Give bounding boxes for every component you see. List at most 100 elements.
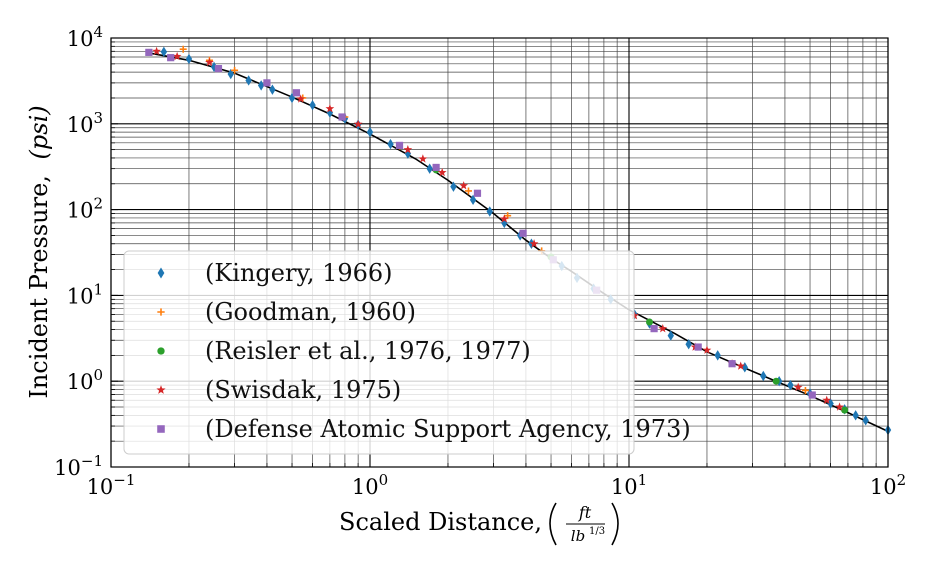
data-point-diamond: [714, 350, 721, 361]
data-point-plus: [801, 386, 809, 394]
data-point-star: [835, 402, 844, 411]
data-point-diamond: [309, 99, 316, 111]
data-point-diamond: [486, 206, 493, 217]
data-point-star: [152, 46, 161, 56]
legend-label: (Goodman, 1960): [205, 298, 416, 326]
x-tick-labels: 10−1 100 101 102: [87, 471, 907, 499]
data-point-plus: [179, 45, 187, 53]
data-point-square: [214, 64, 223, 73]
legend-box: [123, 250, 635, 455]
data-point-square: [395, 141, 404, 150]
data-point-square: [263, 79, 271, 87]
data-point-star: [658, 324, 668, 333]
data-point-star: [205, 57, 214, 67]
data-point-star: [702, 345, 712, 354]
data-point-star: [459, 181, 469, 190]
y-axis-label-text: Incident Pressure,: [25, 175, 53, 399]
legend: (Kingery, 1966) (Goodman, 1960) (Reisler e…: [123, 250, 691, 455]
x-axis-label-text: Scaled Distance,: [339, 508, 542, 536]
data-point-diamond: [469, 194, 477, 206]
x-axis-label-unit-num: ft: [578, 503, 592, 522]
data-point-diamond: [528, 238, 535, 249]
data-point-star: [793, 382, 803, 391]
data-point-diamond: [160, 46, 168, 58]
data-point-plus: [157, 308, 165, 316]
data-point-diamond: [366, 126, 374, 138]
legend-label: (Swisdak, 1975): [205, 376, 401, 404]
y-tick-labels: 10−1 100 101 102 103 104: [54, 23, 103, 480]
data-point-diamond: [450, 181, 457, 192]
y-tick-label: 104: [67, 23, 103, 51]
legend-label: (Reisler et al., 1976, 1977): [205, 337, 531, 365]
data-point-diamond: [245, 75, 252, 86]
x-axis-label-paren-right: [611, 502, 619, 546]
data-point-square: [473, 189, 482, 197]
svg-text:Incident Pressure, (psi): Incident Pressure, (psi): [25, 105, 53, 398]
data-point-star: [499, 214, 509, 223]
data-point-square: [167, 54, 175, 62]
y-tick-label: 102: [67, 195, 103, 223]
legend-label: (Defense Atomic Support Agency, 1973): [205, 415, 691, 443]
x-axis-label-paren-left: [549, 502, 557, 546]
data-point-star: [403, 145, 413, 154]
data-point-diamond: [852, 410, 859, 421]
data-point-square: [519, 229, 527, 237]
legend-item: (Kingery, 1966): [157, 259, 393, 287]
x-tick-label: 101: [611, 471, 647, 499]
data-point-star: [156, 385, 166, 394]
data-point-diamond: [185, 53, 193, 65]
data-point-square: [145, 48, 153, 56]
data-point-circle: [646, 318, 654, 326]
data-point-plus: [231, 66, 239, 74]
legend-item: (Swisdak, 1975): [156, 376, 401, 404]
plot-frame: [110, 37, 889, 468]
data-point-star: [418, 154, 428, 163]
y-axis-label-unit: (psi): [25, 105, 53, 159]
data-point-square: [808, 391, 816, 399]
x-axis-label-unit-den: lb: [571, 527, 585, 545]
data-point-diamond: [787, 379, 794, 391]
data-point-diamond: [667, 330, 674, 341]
x-tick-label: 102: [870, 471, 906, 499]
data-point-star: [325, 104, 335, 113]
data-point-star: [353, 119, 363, 128]
data-point-diamond: [862, 415, 869, 426]
data-point-star: [172, 51, 182, 61]
data-point-square: [338, 113, 346, 121]
y-tick-label: 103: [67, 109, 103, 137]
data-point-diamond: [227, 68, 234, 80]
data-point-star: [529, 239, 539, 248]
data-point-star: [736, 361, 746, 370]
data-point-square: [650, 325, 658, 333]
data-point-star: [822, 395, 832, 404]
data-point-square: [292, 89, 301, 97]
data-point-diamond: [760, 370, 767, 382]
legend-item: (Defense Atomic Support Agency, 1973): [157, 415, 691, 443]
x-tick-label: 10−1: [87, 471, 136, 499]
data-point-star: [437, 167, 447, 177]
x-axis-label-unit-exp: 1/3: [589, 526, 605, 537]
data-point-diamond: [827, 398, 834, 409]
data-point-circle: [772, 377, 780, 385]
axis-ticks: [110, 37, 889, 468]
y-tick-label: 10−1: [54, 452, 103, 480]
legend-item: (Reisler et al., 1976, 1977): [157, 337, 531, 365]
y-tick-label: 101: [67, 280, 103, 308]
data-point-diamond: [387, 138, 394, 150]
y-tick-label: 100: [67, 366, 103, 394]
data-point-diamond: [157, 267, 165, 279]
legend-item: (Goodman, 1960): [157, 298, 416, 326]
data-point-diamond: [426, 163, 433, 174]
data-point-circle: [157, 347, 165, 355]
data-point-circle: [841, 406, 849, 414]
data-point-square: [728, 360, 736, 368]
data-point-diamond: [269, 84, 276, 95]
data-point-square: [694, 343, 702, 351]
x-tick-label: 100: [352, 471, 388, 499]
x-axis-label: Scaled Distance, ft lb 1/3: [339, 502, 619, 546]
data-point-plus: [464, 187, 472, 195]
data-point-diamond: [257, 80, 265, 91]
data-point-square: [157, 425, 165, 433]
data-point-square: [432, 163, 440, 172]
data-point-star: [296, 94, 306, 103]
